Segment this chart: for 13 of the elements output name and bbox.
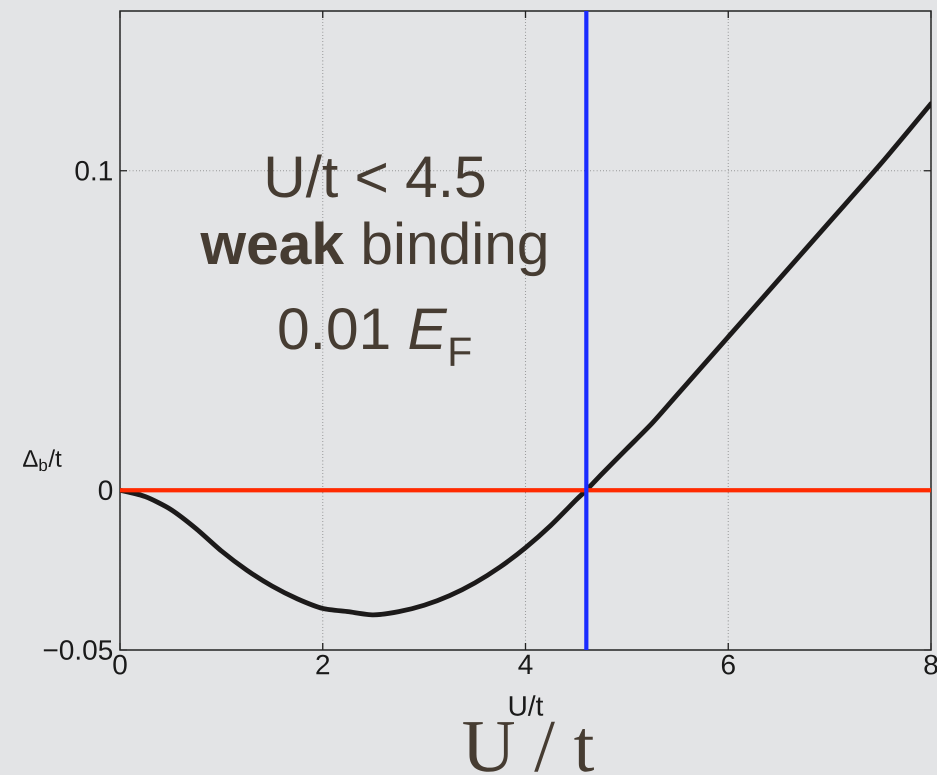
y-tick-label: −0.05 — [44, 640, 112, 660]
annotation: U/t < 4.5 — [268, 154, 484, 198]
x-tick-label: 4 — [518, 654, 532, 674]
y-axis-title: Δ$_{b}$/t — [23, 449, 62, 472]
x-axis-title: U/t — [510, 695, 544, 716]
annotation: 0.01 E$_{F}$ — [279, 308, 471, 366]
text: U / t — [463, 722, 594, 772]
y-tick-label: 0 — [98, 480, 112, 500]
annotation: weak binding — [200, 221, 546, 276]
x-tick-label: 2 — [316, 654, 330, 674]
x-tick-label: 0 — [113, 654, 127, 675]
y-tick-label: 0.1 — [75, 160, 112, 181]
x-tick-label: 6 — [722, 654, 735, 675]
